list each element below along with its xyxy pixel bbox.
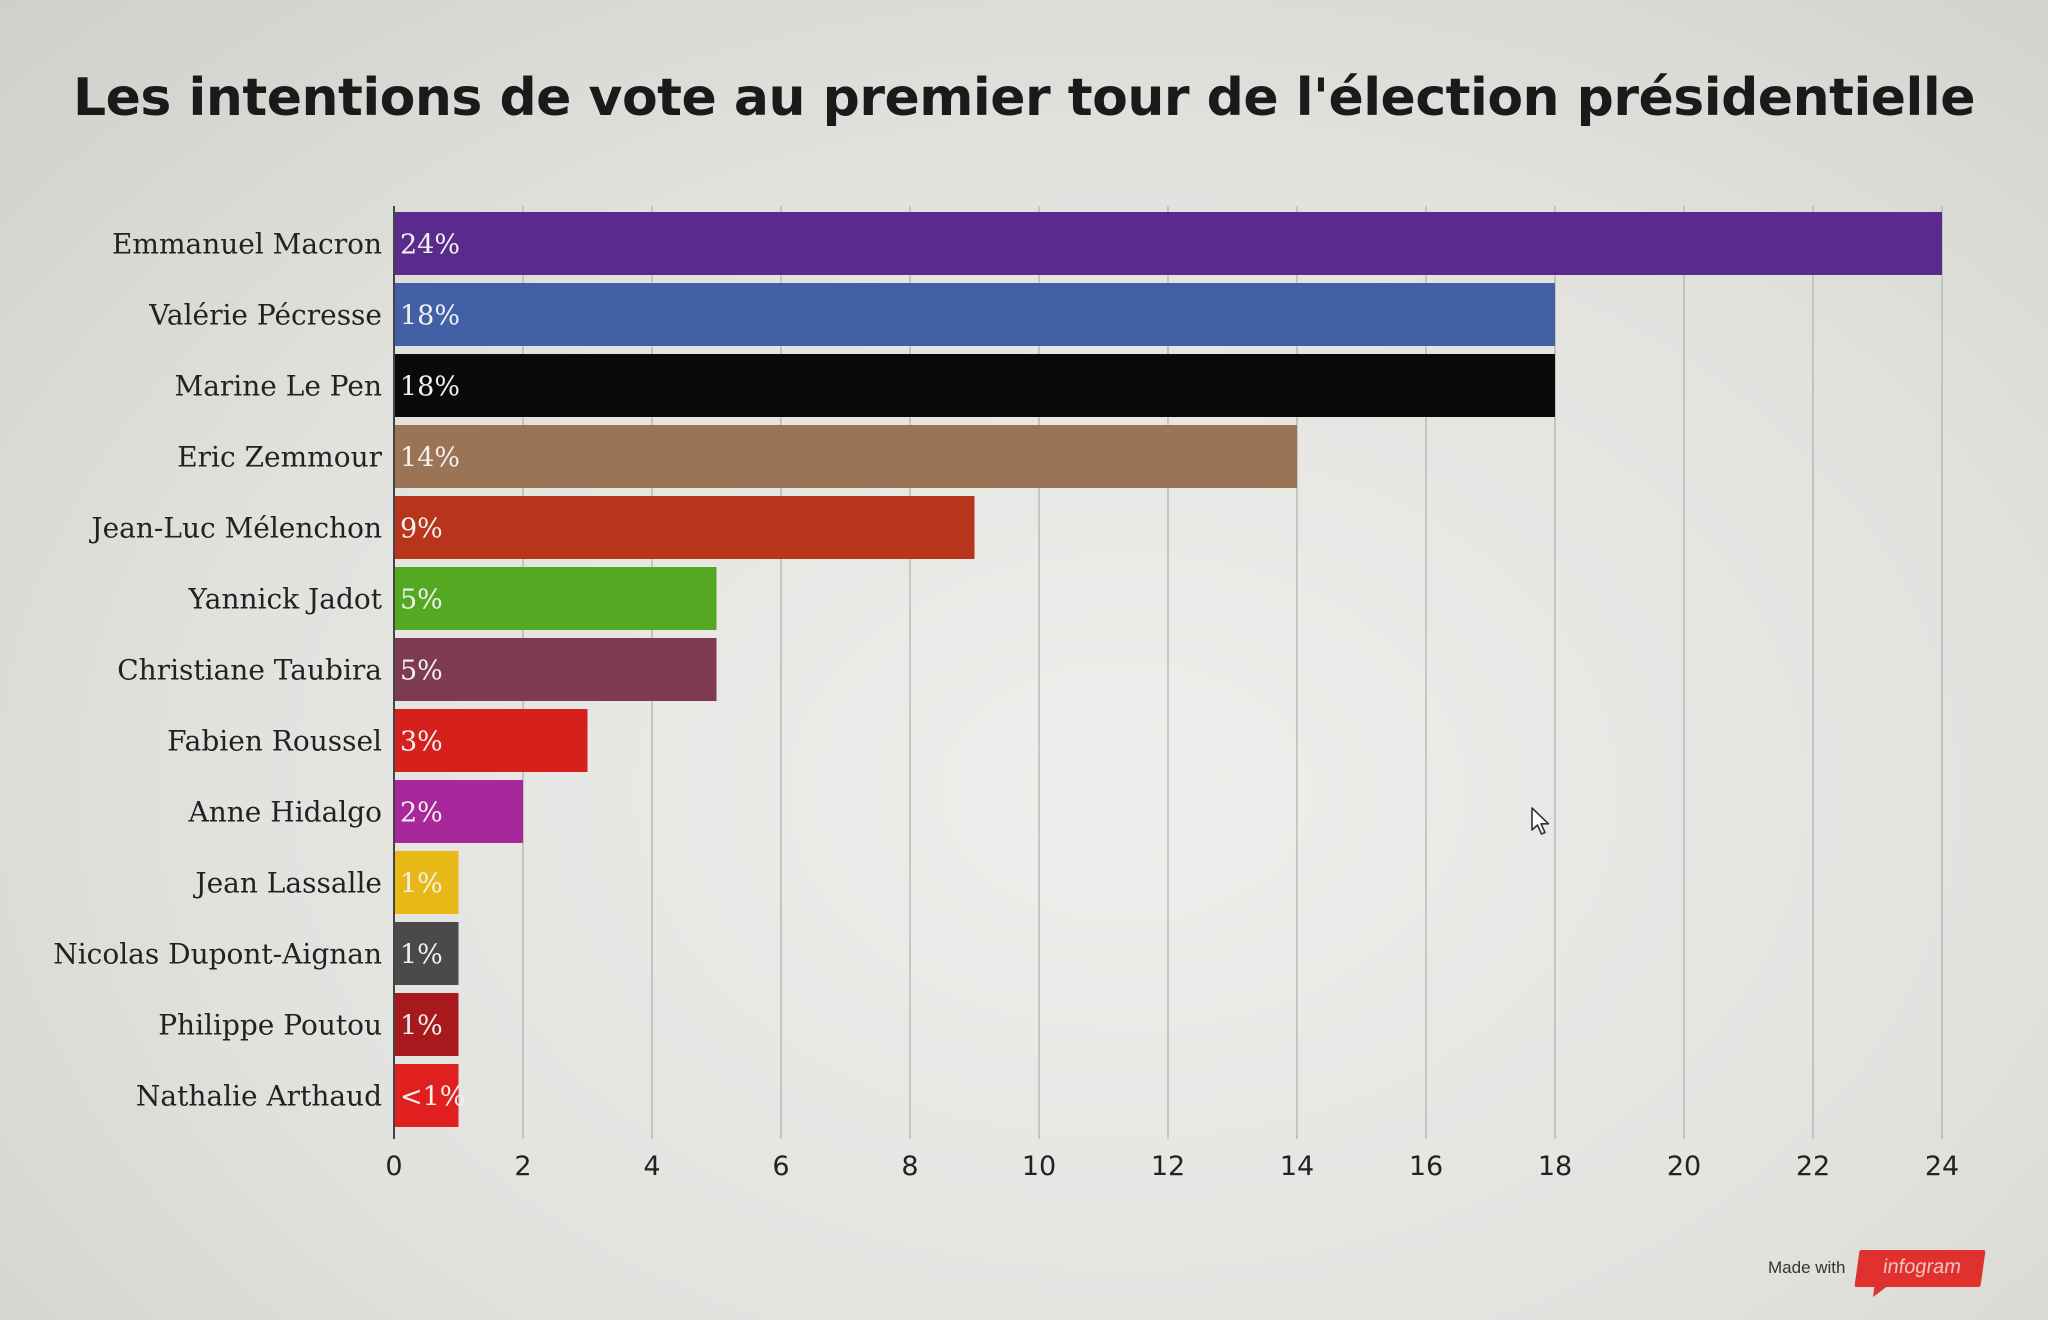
value-label: 24% <box>400 230 460 261</box>
infogram-logo-text: infogram <box>1882 1255 1964 1278</box>
value-labels: 24% 18% 18% 14% 9% 5% 5% 3% 2% 1% 1% 1% <1% <box>400 230 465 1113</box>
x-tick-label: 24 <box>1925 1151 1959 1182</box>
credit-text: Made with <box>1768 1258 1846 1277</box>
value-label: 5% <box>400 656 443 687</box>
category-label: Philippe Poutou <box>158 1009 382 1042</box>
x-tick-label: 2 <box>514 1151 531 1182</box>
infogram-logo: infogram <box>1854 1249 1986 1287</box>
category-labels: Emmanuel Macron Valérie Pécresse Marine Le… <box>53 228 383 1113</box>
category-label: Christiane Taubira <box>117 654 382 687</box>
infogram-credit[interactable]: Made with infogram <box>1768 1248 1986 1288</box>
category-label: Yannick Jadot <box>187 583 382 616</box>
bar[interactable] <box>394 1064 459 1127</box>
bar[interactable] <box>394 283 1555 346</box>
x-tick-label: 14 <box>1280 1151 1314 1182</box>
x-tick-label: 4 <box>643 1151 660 1182</box>
category-label: Anne Hidalgo <box>188 796 382 829</box>
category-label: Fabien Roussel <box>167 725 382 758</box>
category-label: Emmanuel Macron <box>112 228 382 261</box>
category-label: Jean Lassalle <box>192 867 382 900</box>
category-label: Nathalie Arthaud <box>136 1080 382 1113</box>
value-label: 2% <box>400 798 443 829</box>
x-tick-label: 18 <box>1538 1151 1572 1182</box>
category-label: Valérie Pécresse <box>148 299 382 332</box>
x-tick-label: 6 <box>772 1151 789 1182</box>
bar[interactable] <box>394 851 459 914</box>
bar[interactable] <box>394 496 975 559</box>
bar[interactable] <box>394 922 459 985</box>
x-tick-label: 22 <box>1796 1151 1830 1182</box>
bar[interactable] <box>394 709 588 772</box>
mouse-cursor-icon <box>1531 807 1550 835</box>
x-tick-label: 10 <box>1022 1151 1056 1182</box>
x-axis-ticks: 0 2 4 6 8 10 12 14 16 18 20 22 24 <box>385 1151 1959 1182</box>
bar[interactable] <box>394 212 1942 275</box>
bar[interactable] <box>394 780 523 843</box>
value-label: 18% <box>400 372 460 403</box>
x-tick-label: 16 <box>1409 1151 1443 1182</box>
value-label: <1% <box>400 1082 465 1113</box>
x-tick-label: 20 <box>1667 1151 1701 1182</box>
category-label: Jean-Luc Mélenchon <box>88 512 382 545</box>
x-tick-label: 0 <box>385 1151 402 1182</box>
value-label: 1% <box>400 940 443 971</box>
value-label: 1% <box>400 1011 443 1042</box>
x-tick-label: 12 <box>1151 1151 1185 1182</box>
value-label: 3% <box>400 727 443 758</box>
value-label: 1% <box>400 869 443 900</box>
bars <box>394 212 1942 1127</box>
chart-title: Les intentions de vote au premier tour d… <box>73 68 1975 128</box>
category-label: Nicolas Dupont-Aignan <box>53 938 382 971</box>
bar[interactable] <box>394 993 459 1056</box>
x-tick-label: 8 <box>901 1151 918 1182</box>
bar[interactable] <box>394 354 1555 417</box>
bar[interactable] <box>394 567 717 630</box>
value-label: 18% <box>400 301 460 332</box>
category-label: Marine Le Pen <box>175 370 382 403</box>
value-label: 5% <box>400 585 443 616</box>
value-label: 9% <box>400 514 443 545</box>
category-label: Eric Zemmour <box>177 441 382 474</box>
bar[interactable] <box>394 425 1297 488</box>
bar[interactable] <box>394 638 717 701</box>
value-label: 14% <box>400 443 460 474</box>
